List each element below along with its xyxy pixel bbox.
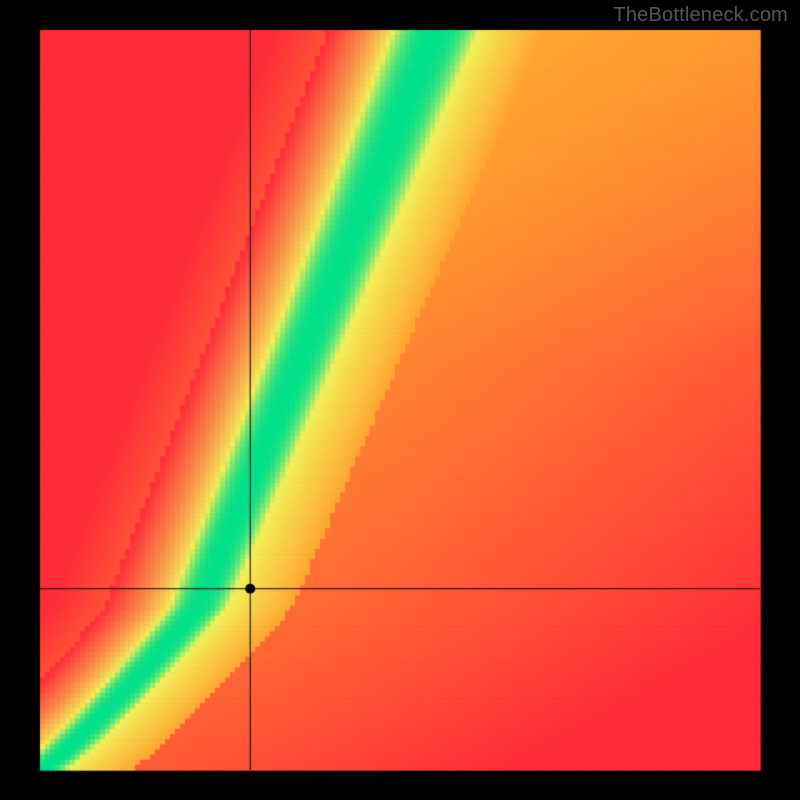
heatmap-canvas	[0, 0, 800, 800]
watermark-text: TheBottleneck.com	[613, 4, 788, 27]
chart-container: TheBottleneck.com	[0, 0, 800, 800]
